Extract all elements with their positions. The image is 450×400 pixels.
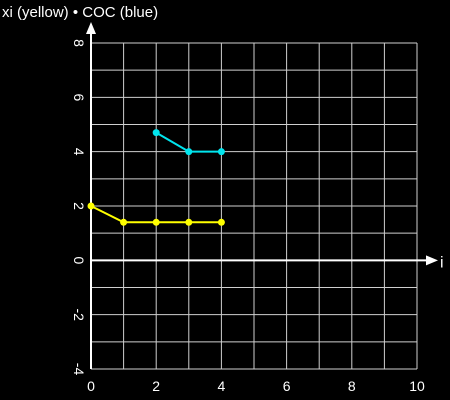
y-tick-label: 0 bbox=[71, 256, 87, 264]
y-tick-label: 8 bbox=[71, 39, 87, 47]
data-point bbox=[87, 202, 95, 210]
tick-labels: 0 2 4 6 8 10 -4 -2 0 2 4 6 8 bbox=[71, 39, 425, 394]
series-layer bbox=[87, 129, 225, 226]
x-tick-label: 2 bbox=[152, 378, 160, 394]
data-point bbox=[217, 218, 225, 226]
data-point bbox=[185, 148, 193, 156]
x-tick-label: 0 bbox=[87, 378, 95, 394]
y-tick-label: -2 bbox=[71, 308, 87, 321]
x-tick-label: 4 bbox=[218, 378, 226, 394]
y-axis-arrow bbox=[86, 22, 96, 34]
x-tick-label: 6 bbox=[283, 378, 291, 394]
data-point bbox=[217, 148, 225, 156]
data-point bbox=[152, 218, 160, 226]
y-tick-label: 2 bbox=[71, 202, 87, 210]
x-tick-label: 10 bbox=[409, 378, 425, 394]
x-tick-label: 8 bbox=[348, 378, 356, 394]
y-tick-label: -4 bbox=[71, 363, 87, 376]
data-point bbox=[152, 129, 160, 137]
x-axis-arrow bbox=[426, 255, 438, 266]
y-tick-label: 4 bbox=[71, 148, 87, 156]
chart-title: xi (yellow) • COC (blue) bbox=[2, 4, 159, 21]
data-point bbox=[185, 218, 193, 226]
data-point bbox=[120, 218, 128, 226]
grid bbox=[90, 42, 418, 370]
y-tick-label: 6 bbox=[71, 93, 87, 101]
x-axis-label: i bbox=[440, 254, 444, 271]
axes bbox=[86, 22, 438, 369]
